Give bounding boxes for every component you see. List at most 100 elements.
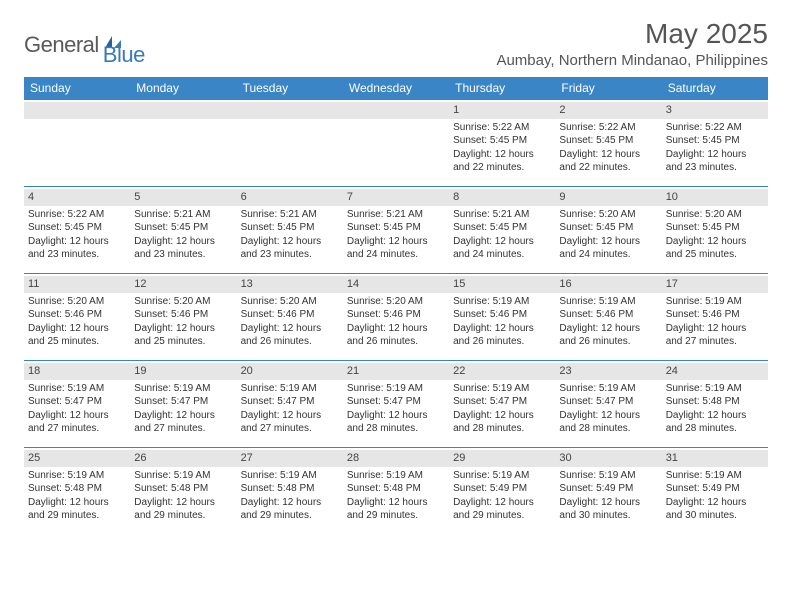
day-cell: 1Sunrise: 5:22 AMSunset: 5:45 PMDaylight… xyxy=(449,100,555,186)
day-info: Sunrise: 5:19 AMSunset: 5:47 PMDaylight:… xyxy=(241,382,339,436)
sunset-text: Sunset: 5:48 PM xyxy=(28,482,126,496)
day-cell: 29Sunrise: 5:19 AMSunset: 5:49 PMDayligh… xyxy=(449,448,555,534)
sunrise-text: Sunrise: 5:21 AM xyxy=(241,208,339,222)
sunset-text: Sunset: 5:45 PM xyxy=(134,221,232,235)
sunrise-text: Sunrise: 5:19 AM xyxy=(559,382,657,396)
day-info: Sunrise: 5:20 AMSunset: 5:46 PMDaylight:… xyxy=(134,295,232,349)
day-info: Sunrise: 5:22 AMSunset: 5:45 PMDaylight:… xyxy=(559,121,657,175)
weekday-cell: Monday xyxy=(130,77,236,99)
day-info: Sunrise: 5:19 AMSunset: 5:48 PMDaylight:… xyxy=(28,469,126,523)
day-cell: 30Sunrise: 5:19 AMSunset: 5:49 PMDayligh… xyxy=(555,448,661,534)
day-cell: 31Sunrise: 5:19 AMSunset: 5:49 PMDayligh… xyxy=(662,448,768,534)
week-row: 4Sunrise: 5:22 AMSunset: 5:45 PMDaylight… xyxy=(24,186,768,273)
calendar-grid: SundayMondayTuesdayWednesdayThursdayFrid… xyxy=(24,77,768,534)
daylight-text: Daylight: 12 hours and 28 minutes. xyxy=(559,409,657,436)
daylight-text: Daylight: 12 hours and 26 minutes. xyxy=(241,322,339,349)
day-info: Sunrise: 5:19 AMSunset: 5:47 PMDaylight:… xyxy=(28,382,126,436)
day-info: Sunrise: 5:19 AMSunset: 5:48 PMDaylight:… xyxy=(666,382,764,436)
daylight-text: Daylight: 12 hours and 27 minutes. xyxy=(241,409,339,436)
day-number: 22 xyxy=(449,363,555,380)
month-year: May 2025 xyxy=(496,18,768,50)
daylight-text: Daylight: 12 hours and 23 minutes. xyxy=(134,235,232,262)
daylight-text: Daylight: 12 hours and 25 minutes. xyxy=(134,322,232,349)
sunset-text: Sunset: 5:47 PM xyxy=(241,395,339,409)
header: General Blue May 2025 Aumbay, Northern M… xyxy=(24,18,768,69)
sunrise-text: Sunrise: 5:20 AM xyxy=(347,295,445,309)
day-number: 7 xyxy=(343,189,449,206)
day-number: 5 xyxy=(130,189,236,206)
sunrise-text: Sunrise: 5:22 AM xyxy=(28,208,126,222)
sunset-text: Sunset: 5:46 PM xyxy=(559,308,657,322)
sunset-text: Sunset: 5:46 PM xyxy=(666,308,764,322)
day-number: 19 xyxy=(130,363,236,380)
sunrise-text: Sunrise: 5:22 AM xyxy=(559,121,657,135)
daylight-text: Daylight: 12 hours and 25 minutes. xyxy=(28,322,126,349)
day-number: 13 xyxy=(237,276,343,293)
sunrise-text: Sunrise: 5:19 AM xyxy=(134,382,232,396)
daylight-text: Daylight: 12 hours and 24 minutes. xyxy=(347,235,445,262)
sunset-text: Sunset: 5:47 PM xyxy=(453,395,551,409)
day-cell xyxy=(343,100,449,186)
daylight-text: Daylight: 12 hours and 26 minutes. xyxy=(347,322,445,349)
day-cell: 12 Sunrise: 5:20 AMSunset: 5:46 PMDayligh… xyxy=(130,274,236,360)
day-cell: 20 Sunrise: 5:19 AMSunset: 5:47 PMDayligh… xyxy=(237,361,343,447)
day-cell: 8Sunrise: 5:21 AMSunset: 5:45 PMDaylight… xyxy=(449,187,555,273)
day-cell: 28Sunrise: 5:19 AMSunset: 5:48 PMDayligh… xyxy=(343,448,449,534)
daylight-text: Daylight: 12 hours and 28 minutes. xyxy=(347,409,445,436)
sunset-text: Sunset: 5:45 PM xyxy=(28,221,126,235)
sunset-text: Sunset: 5:49 PM xyxy=(559,482,657,496)
day-number: 21 xyxy=(343,363,449,380)
day-number: 18 xyxy=(24,363,130,380)
day-info: Sunrise: 5:19 AMSunset: 5:49 PMDaylight:… xyxy=(559,469,657,523)
logo: General Blue xyxy=(24,22,145,68)
day-cell: 24Sunrise: 5:19 AMSunset: 5:48 PMDayligh… xyxy=(662,361,768,447)
sunset-text: Sunset: 5:45 PM xyxy=(453,221,551,235)
sunset-text: Sunset: 5:47 PM xyxy=(134,395,232,409)
day-number: 11 xyxy=(24,276,130,293)
daylight-text: Daylight: 12 hours and 22 minutes. xyxy=(559,148,657,175)
day-info: Sunrise: 5:21 AMSunset: 5:45 PMDaylight:… xyxy=(347,208,445,262)
day-number: 25 xyxy=(24,450,130,467)
daylight-text: Daylight: 12 hours and 29 minutes. xyxy=(241,496,339,523)
day-cell: 5 Sunrise: 5:21 AMSunset: 5:45 PMDaylight… xyxy=(130,187,236,273)
sunrise-text: Sunrise: 5:19 AM xyxy=(241,382,339,396)
day-info: Sunrise: 5:22 AMSunset: 5:45 PMDaylight:… xyxy=(28,208,126,262)
day-number: 12 xyxy=(130,276,236,293)
location: Aumbay, Northern Mindanao, Philippines xyxy=(496,52,768,69)
daylight-text: Daylight: 12 hours and 23 minutes. xyxy=(28,235,126,262)
day-number: 23 xyxy=(555,363,661,380)
daylight-text: Daylight: 12 hours and 26 minutes. xyxy=(453,322,551,349)
daylight-text: Daylight: 12 hours and 27 minutes. xyxy=(666,322,764,349)
day-cell: 9Sunrise: 5:20 AMSunset: 5:45 PMDaylight… xyxy=(555,187,661,273)
weekday-cell: Wednesday xyxy=(343,77,449,99)
sunrise-text: Sunrise: 5:21 AM xyxy=(453,208,551,222)
day-number: 14 xyxy=(343,276,449,293)
day-cell: 6Sunrise: 5:21 AMSunset: 5:45 PMDaylight… xyxy=(237,187,343,273)
day-number: 2 xyxy=(555,102,661,119)
day-info: Sunrise: 5:19 AMSunset: 5:46 PMDaylight:… xyxy=(666,295,764,349)
weekday-cell: Thursday xyxy=(449,77,555,99)
day-number: 6 xyxy=(237,189,343,206)
sunrise-text: Sunrise: 5:19 AM xyxy=(453,295,551,309)
day-info: Sunrise: 5:19 AMSunset: 5:49 PMDaylight:… xyxy=(666,469,764,523)
weekday-cell: Friday xyxy=(555,77,661,99)
day-cell: 17Sunrise: 5:19 AMSunset: 5:46 PMDayligh… xyxy=(662,274,768,360)
day-number: 8 xyxy=(449,189,555,206)
daylight-text: Daylight: 12 hours and 27 minutes. xyxy=(134,409,232,436)
sunrise-text: Sunrise: 5:19 AM xyxy=(241,469,339,483)
sunrise-text: Sunrise: 5:22 AM xyxy=(453,121,551,135)
sunrise-text: Sunrise: 5:21 AM xyxy=(134,208,232,222)
daylight-text: Daylight: 12 hours and 26 minutes. xyxy=(559,322,657,349)
sunset-text: Sunset: 5:47 PM xyxy=(347,395,445,409)
daylight-text: Daylight: 12 hours and 29 minutes. xyxy=(453,496,551,523)
sunrise-text: Sunrise: 5:19 AM xyxy=(559,469,657,483)
day-number xyxy=(130,102,236,119)
sunset-text: Sunset: 5:45 PM xyxy=(241,221,339,235)
daylight-text: Daylight: 12 hours and 30 minutes. xyxy=(559,496,657,523)
day-number: 28 xyxy=(343,450,449,467)
day-cell: 21Sunrise: 5:19 AMSunset: 5:47 PMDayligh… xyxy=(343,361,449,447)
weekday-header-row: SundayMondayTuesdayWednesdayThursdayFrid… xyxy=(24,77,768,99)
day-number: 4 xyxy=(24,189,130,206)
day-cell: 19 Sunrise: 5:19 AMSunset: 5:47 PMDayligh… xyxy=(130,361,236,447)
day-number: 20 xyxy=(237,363,343,380)
